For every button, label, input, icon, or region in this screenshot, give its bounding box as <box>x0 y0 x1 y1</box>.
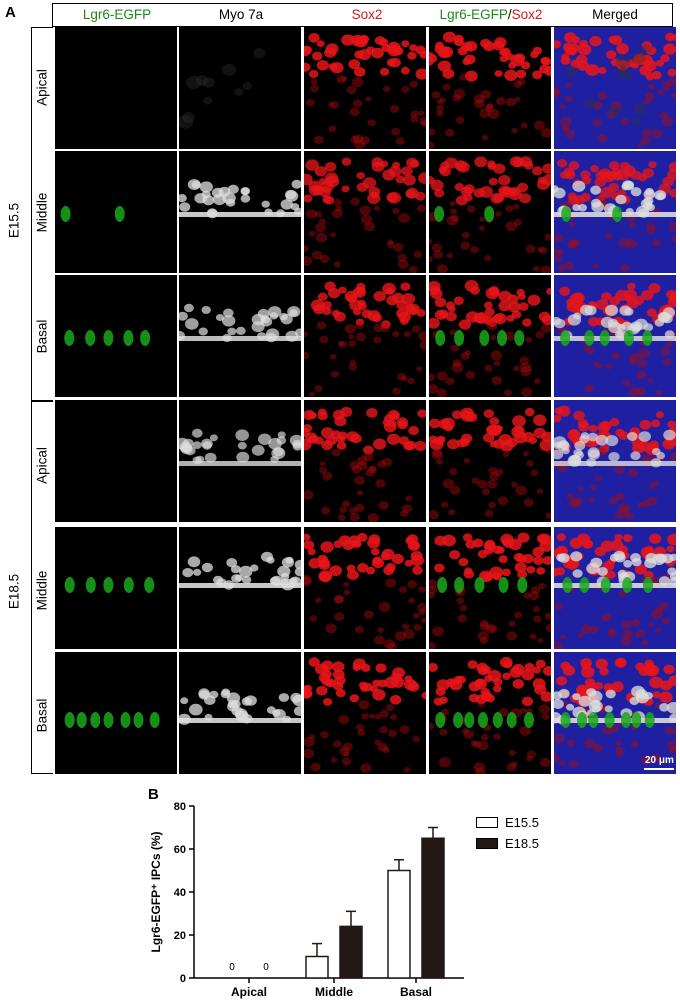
bar-basal-E185 <box>421 837 445 979</box>
zero-label-E185: 0 <box>263 962 269 973</box>
zero-label-E155: 0 <box>229 962 235 973</box>
scale-bar <box>644 768 674 770</box>
micrograph-e155-apical-sox2 <box>304 27 426 149</box>
group-bracket-e155 <box>31 27 53 402</box>
bar-basal-E155 <box>387 869 411 979</box>
column-title-overlay: Lgr6-EGFP/Sox2 <box>429 7 553 22</box>
y-tick-label: 20 <box>174 930 186 942</box>
group-bracket-e185 <box>31 400 53 774</box>
column-title-myo7a: Myo 7a <box>218 7 264 22</box>
row-label-e155-basal: Basal <box>34 319 50 354</box>
micrograph-e155-basal-merged <box>554 275 676 397</box>
micrograph-e155-middle-overlay <box>429 151 551 273</box>
micrograph-e155-apical-overlay <box>429 27 551 149</box>
column-title-merged: Merged <box>592 7 638 22</box>
row-label-e185-basal: Basal <box>34 698 50 733</box>
micrograph-e155-basal-myo7a <box>179 275 301 397</box>
overlay-title-sox2: Sox2 <box>511 7 543 22</box>
column-header-bar: Lgr6-EGFP Myo 7a Sox2 Lgr6-EGFP/Sox2 Mer… <box>52 3 673 27</box>
micrograph-e155-basal-overlay <box>429 275 551 397</box>
y-tick-label: 40 <box>174 887 186 899</box>
micrograph-e185-middle-sox2 <box>304 527 426 649</box>
bar-middle-E185 <box>339 925 363 979</box>
micrograph-e155-basal-lgr6 <box>55 275 177 397</box>
bar-middle-E155 <box>305 955 329 979</box>
micrograph-e185-basal-overlay <box>429 652 551 774</box>
micrograph-e185-basal-merged <box>554 652 676 774</box>
row-label-e185-middle: Middle <box>34 570 50 611</box>
y-tick-label: 80 <box>174 801 186 813</box>
y-tick-label: 0 <box>180 973 186 985</box>
micrograph-e185-middle-merged <box>554 527 676 649</box>
group-label-e155: E15.5 <box>6 202 22 239</box>
y-tick-label: 60 <box>174 844 186 856</box>
x-tick-label: Basal <box>400 985 432 999</box>
legend-label-e155: E15.5 <box>505 815 539 830</box>
micrograph-e185-middle-lgr6 <box>55 527 177 649</box>
micrograph-e155-middle-lgr6 <box>55 151 177 273</box>
micrograph-e155-basal-sox2 <box>304 275 426 397</box>
scale-bar-label: 20 μm <box>645 755 674 766</box>
panel-b-label: B <box>148 786 159 803</box>
micrograph-e185-basal-sox2 <box>304 652 426 774</box>
micrograph-e185-basal-myo7a <box>179 652 301 774</box>
micrograph-e185-apical-myo7a <box>179 400 301 522</box>
micrograph-e185-basal-lgr6 <box>55 652 177 774</box>
row-label-e185-apical: Apical <box>34 447 50 484</box>
y-axis-label: Lgr6-EGFP⁺ IPCs (%) <box>149 831 163 952</box>
micrograph-e155-middle-merged <box>554 151 676 273</box>
legend-swatch-e155 <box>476 817 498 828</box>
micrograph-e155-apical-lgr6 <box>55 27 177 149</box>
micrograph-e185-apical-merged <box>554 400 676 522</box>
micrograph-e185-middle-myo7a <box>179 527 301 649</box>
micrograph-e185-apical-overlay <box>429 400 551 522</box>
panel-a-label: A <box>5 4 16 21</box>
micrograph-e155-middle-myo7a <box>179 151 301 273</box>
column-title-sox2: Sox2 <box>351 7 383 22</box>
row-label-e155-middle: Middle <box>34 192 50 233</box>
overlay-title-slash: / <box>507 7 512 22</box>
column-title-lgr6: Lgr6-EGFP <box>82 7 152 22</box>
overlay-title-lgr6: Lgr6-EGFP <box>439 7 508 22</box>
micrograph-e185-apical-lgr6 <box>55 400 177 522</box>
micrograph-e155-apical-myo7a <box>179 27 301 149</box>
group-label-e185: E18.5 <box>6 573 22 610</box>
micrograph-e185-apical-sox2 <box>304 400 426 522</box>
micrograph-e155-apical-merged <box>554 27 676 149</box>
micrograph-e155-middle-sox2 <box>304 151 426 273</box>
legend-label-e185: E18.5 <box>505 836 539 851</box>
row-label-e155-apical: Apical <box>34 69 50 106</box>
x-tick-label: Apical <box>231 985 267 999</box>
micrograph-e185-middle-overlay <box>429 527 551 649</box>
x-tick-label: Middle <box>315 985 353 999</box>
bar-chart: 0 20 40 60 80 Lgr6-EGFP⁺ IPCs (%) Apical 0 0 Midd… <box>149 801 464 999</box>
legend-swatch-e185 <box>476 838 498 849</box>
